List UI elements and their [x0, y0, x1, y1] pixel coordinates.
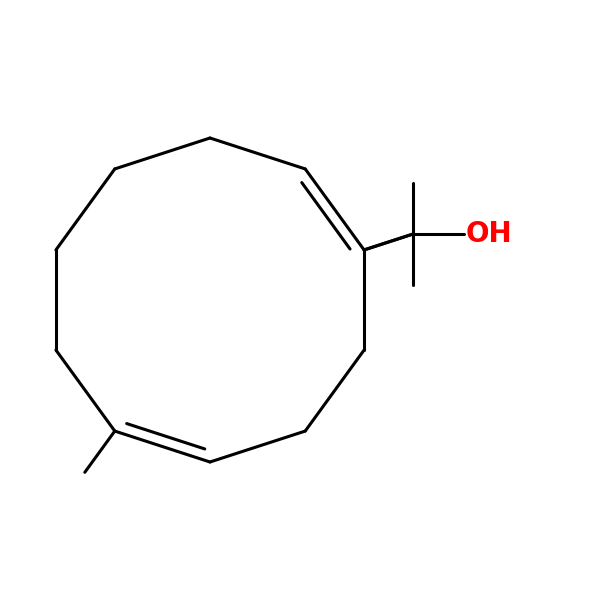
Text: OH: OH [466, 220, 512, 248]
